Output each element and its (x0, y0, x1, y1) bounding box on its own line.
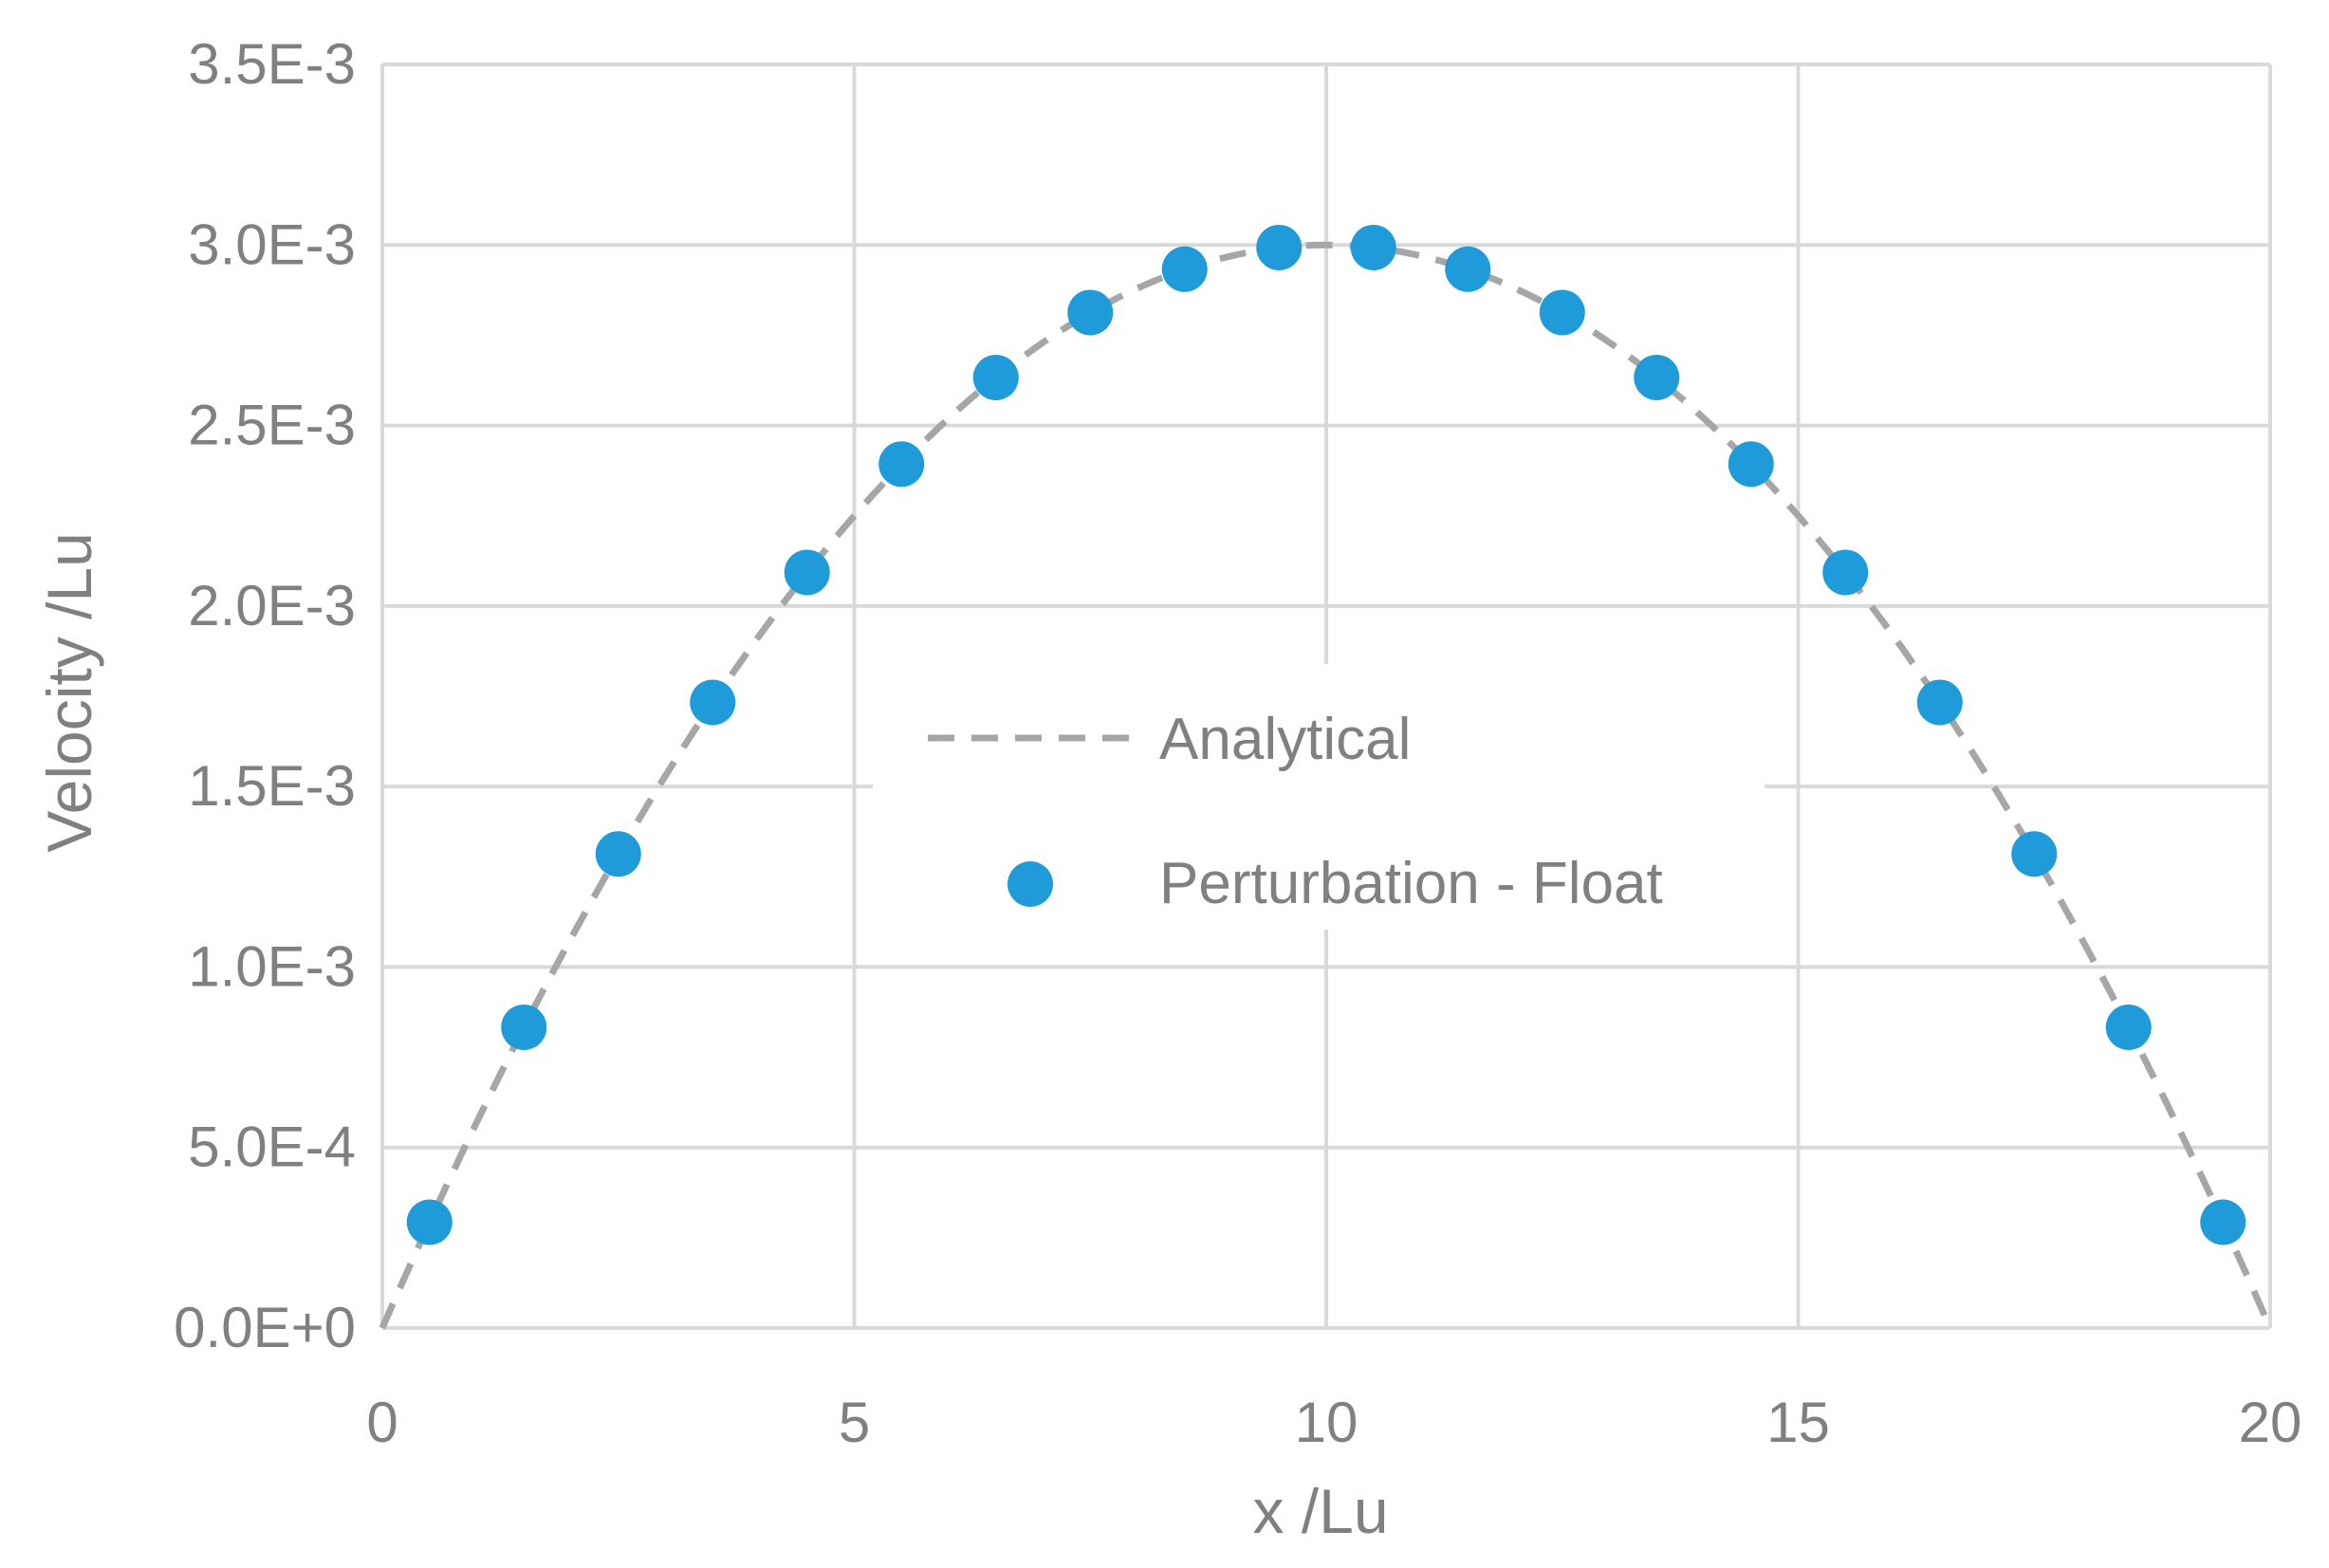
y-tick-label: 0.0E+0 (174, 1296, 356, 1359)
x-axis-title: x /Lu (1252, 1476, 1388, 1546)
x-tick-label: 10 (1295, 1391, 1359, 1454)
data-point (1916, 679, 1963, 726)
data-point (501, 1004, 547, 1050)
data-point (595, 831, 641, 877)
data-point (2105, 1004, 2152, 1050)
series-perturbation-points (406, 224, 2246, 1245)
data-point (972, 354, 1019, 400)
x-tick-label: 20 (2239, 1391, 2302, 1454)
y-tick-label: 3.5E-3 (188, 32, 356, 96)
legend-perturbation-swatch (1007, 861, 1053, 907)
data-point (1350, 224, 1396, 270)
y-axis-title: Velocity /Lu (34, 532, 104, 853)
data-point (1539, 289, 1585, 336)
x-tick-label: 15 (1766, 1391, 1830, 1454)
data-point (690, 679, 736, 726)
data-point (878, 441, 925, 488)
y-tick-label: 2.5E-3 (188, 394, 356, 457)
x-tick-label: 5 (839, 1391, 870, 1454)
data-point (1256, 224, 1303, 270)
data-point (2011, 831, 2058, 877)
y-tick-label: 3.0E-3 (188, 212, 356, 276)
data-point (1161, 246, 1208, 292)
data-point (1634, 354, 1680, 400)
data-point (1728, 441, 1774, 488)
data-point (1822, 549, 1869, 596)
data-point (784, 549, 830, 596)
y-tick-label: 1.0E-3 (188, 934, 356, 998)
y-tick-label: 5.0E-4 (188, 1116, 356, 1179)
legend: Analytical Perturbation - Float (873, 664, 1765, 930)
data-point (1445, 246, 1491, 292)
data-point (1067, 289, 1114, 336)
legend-analytical-label: Analytical (1159, 707, 1411, 772)
series-analytical-line (379, 241, 2274, 1330)
x-tick-labels: 0 5 10 15 20 (366, 1391, 2301, 1454)
x-tick-label: 0 (366, 1391, 397, 1454)
data-point (406, 1199, 453, 1245)
grid (380, 63, 2272, 1330)
data-point (2200, 1199, 2246, 1245)
y-tick-labels: 0.0E+0 5.0E-4 1.0E-3 1.5E-3 2.0E-3 2.5E-3 3.0E… (174, 32, 356, 1359)
y-tick-label: 1.5E-3 (188, 754, 356, 818)
legend-perturbation-label: Perturbation - Float (1159, 851, 1663, 916)
y-tick-label: 2.0E-3 (188, 574, 356, 637)
